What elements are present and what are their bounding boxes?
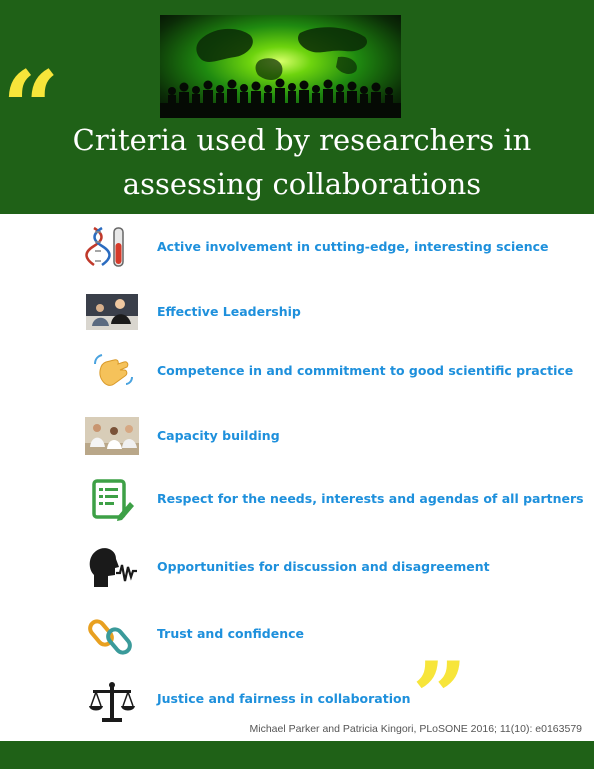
citation: Michael Parker and Patricia Kingori, PLo…	[249, 723, 583, 735]
chain-link-icon	[84, 614, 140, 658]
lab-scientists-photo	[84, 414, 140, 458]
criterion-5-label: Respect for the needs, interests and age…	[157, 491, 584, 506]
dna-test-tube-icon	[84, 225, 140, 269]
title-line-2: assessing collaborations	[122, 167, 482, 201]
close-quote-mark: ”	[412, 641, 468, 754]
footer-bar	[0, 741, 594, 769]
hero-image	[160, 15, 401, 118]
document-pencil-icon	[84, 478, 140, 522]
page-title: Criteria used by researchers in assessin…	[30, 118, 574, 206]
criterion-4-label: Capacity building	[157, 428, 280, 443]
title-line-1: Criteria used by researchers in	[72, 123, 532, 157]
criterion-2-label: Effective Leadership	[157, 304, 301, 319]
leadership-photo	[84, 290, 140, 334]
criterion-1-label: Active involvement in cutting-edge, inte…	[157, 239, 549, 254]
criterion-8-label: Justice and fairness in collaboration	[157, 691, 411, 706]
criterion-7-label: Trust and confidence	[157, 626, 304, 641]
criterion-6-label: Opportunities for discussion and disagre…	[157, 559, 490, 574]
open-quote-mark: “	[2, 49, 60, 167]
waving-hand-icon	[84, 350, 140, 394]
scales-icon	[84, 680, 140, 724]
criterion-3-label: Competence in and commitment to good sci…	[157, 363, 574, 378]
speaking-head-icon	[84, 545, 140, 589]
